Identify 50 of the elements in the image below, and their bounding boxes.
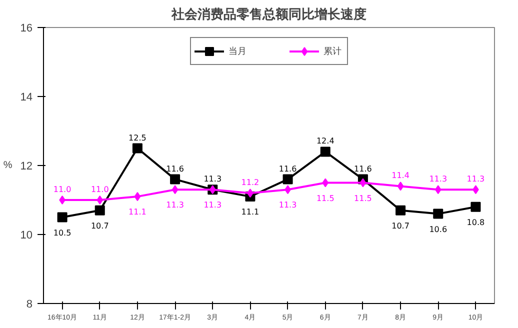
data-label: 10.7	[90, 221, 109, 230]
point	[470, 202, 481, 212]
point	[396, 205, 406, 216]
data-label: 12.4	[316, 136, 334, 146]
point	[96, 196, 104, 204]
point	[134, 192, 141, 202]
point	[57, 212, 68, 222]
y-axis-title: %	[3, 160, 12, 171]
data-label: 11.4	[392, 171, 410, 180]
data-label: 11.5	[354, 194, 372, 203]
data-label: 11.0	[53, 185, 72, 194]
y-tick-label: 14	[20, 92, 33, 104]
point	[132, 143, 142, 154]
point	[94, 205, 105, 216]
point	[170, 174, 180, 184]
chart-title: 社会消费品零售总额同比增长速度	[170, 6, 366, 22]
data-label: 11.1	[128, 208, 146, 217]
point	[59, 196, 66, 204]
y-tick-label: 8	[26, 298, 33, 310]
data-label: 12.5	[128, 133, 146, 142]
data-label: 11.3	[278, 200, 297, 210]
data-label: 11.1	[241, 208, 260, 217]
data-label: 11.5	[316, 194, 334, 203]
data-label: 11.3	[466, 174, 485, 184]
data-label: 11.3	[204, 200, 222, 210]
legend-label: 当月	[228, 44, 248, 58]
data-label: 11.3	[429, 174, 448, 184]
data-label: 11.6	[354, 164, 372, 174]
data-label: 10.5	[53, 228, 72, 238]
legend-label: 累计	[324, 44, 342, 58]
point	[433, 208, 444, 219]
y-tick-label: 12	[20, 160, 33, 172]
point	[322, 178, 329, 188]
point	[434, 185, 442, 194]
data-label: 11.2	[241, 178, 260, 188]
data-label: 10.6	[429, 224, 448, 234]
y-tick-label: 10	[20, 230, 33, 242]
point	[397, 182, 404, 191]
point	[282, 174, 293, 184]
data-label: 11.6	[278, 164, 297, 174]
data-label: 10.7	[392, 221, 410, 230]
data-label: 11.0	[90, 185, 109, 194]
y-tick-label: 16	[20, 22, 33, 34]
data-label: 11.6	[166, 164, 184, 174]
data-label: 11.3	[166, 200, 184, 210]
data-label: 11.3	[204, 174, 222, 184]
data-label: 10.8	[466, 218, 485, 227]
point	[360, 178, 366, 188]
point	[320, 146, 330, 157]
point	[172, 185, 178, 194]
